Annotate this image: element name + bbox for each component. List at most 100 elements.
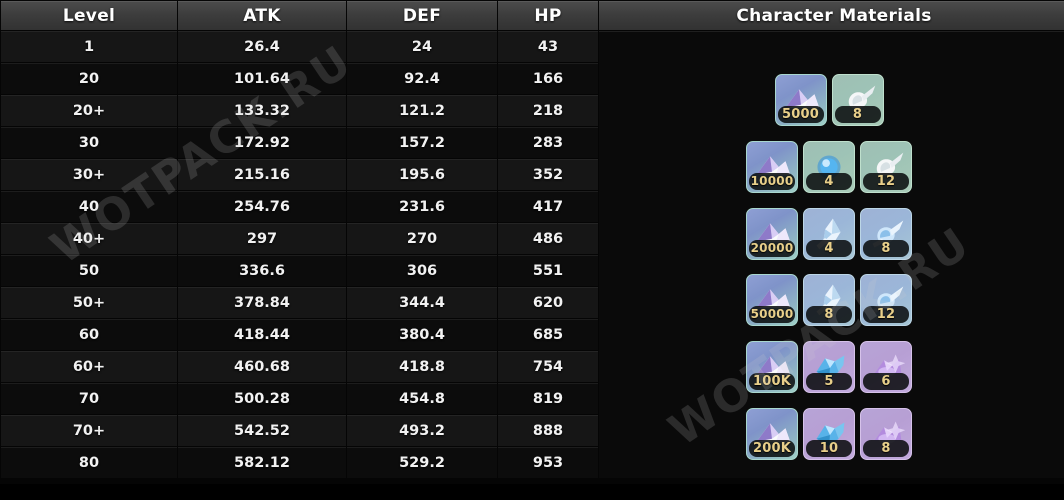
material-item[interactable]: 12: [860, 141, 912, 193]
material-group: 5000 8: [594, 74, 1064, 126]
table-row: 50 336.6 306 551: [1, 255, 1064, 286]
local-specialty-icon: [876, 152, 904, 176]
table-row: 30 172.92 157.2 283: [1, 127, 1064, 158]
cell-atk: 500.28: [178, 383, 346, 414]
material-item[interactable]: 4: [803, 208, 855, 260]
material-item[interactable]: 8: [860, 408, 912, 460]
material-item[interactable]: 200K: [746, 408, 798, 460]
material-item[interactable]: 8: [860, 208, 912, 260]
material-count: 4: [806, 173, 852, 190]
cell-hp: 283: [498, 127, 598, 158]
cell-hp: 417: [498, 191, 598, 222]
elemental-sliver-icon: [817, 155, 841, 179]
material-count: 5000: [777, 106, 824, 123]
cell-def: 195.6: [347, 159, 497, 190]
table-row: 20+ 133.32 121.2 218: [1, 95, 1064, 126]
mora-icon: [756, 289, 791, 308]
cell-def: 270: [347, 223, 497, 254]
mora-icon: [756, 423, 791, 442]
cell-atk: 297: [178, 223, 346, 254]
material-item[interactable]: 50000: [746, 274, 798, 326]
cell-hp: 685: [498, 319, 598, 350]
cell-hp: 754: [498, 351, 598, 382]
mora-icon: [756, 223, 791, 242]
table-row: 80 582.12 529.2 953: [1, 447, 1064, 478]
cell-level: 60: [1, 319, 177, 350]
cell-hp: 43: [498, 31, 598, 62]
material-item[interactable]: 4: [803, 141, 855, 193]
material-count: 12: [863, 173, 909, 190]
cell-def: 418.8: [347, 351, 497, 382]
column-header-hp[interactable]: HP: [498, 1, 598, 30]
column-header-level[interactable]: Level: [1, 1, 177, 30]
material-item[interactable]: 100K: [746, 341, 798, 393]
character-materials-layer: 5000 8 10000 4 12 20000 4 8 50000 8 12 100K 5 6 200K 10…: [594, 29, 1064, 500]
mora-icon: [785, 89, 819, 108]
material-group: 20000 4 8: [594, 208, 1064, 260]
cell-hp: 551: [498, 255, 598, 286]
material-count: 8: [863, 240, 909, 257]
material-count: 4: [806, 240, 852, 257]
cell-level: 20: [1, 63, 177, 94]
column-header-materials[interactable]: Character Materials: [599, 1, 1064, 30]
material-group: 100K 5 6: [594, 341, 1064, 393]
cell-def: 344.4: [347, 287, 497, 318]
material-count: 10000: [749, 173, 795, 190]
local-specialty-icon: [848, 85, 875, 109]
cell-def: 306: [347, 255, 497, 286]
cell-hp: 218: [498, 95, 598, 126]
cell-def: 92.4: [347, 63, 497, 94]
column-header-atk[interactable]: ATK: [178, 1, 346, 30]
cell-def: 24: [347, 31, 497, 62]
cell-atk: 582.12: [178, 447, 346, 478]
cell-atk: 254.76: [178, 191, 346, 222]
cell-def: 454.8: [347, 383, 497, 414]
cell-level: 50+: [1, 287, 177, 318]
cell-atk: 460.68: [178, 351, 346, 382]
mora-icon: [756, 156, 791, 175]
material-count: 8: [834, 106, 881, 123]
material-item[interactable]: 10: [803, 408, 855, 460]
cell-def: 231.6: [347, 191, 497, 222]
cell-atk: 378.84: [178, 287, 346, 318]
cell-atk: 542.52: [178, 415, 346, 446]
material-item[interactable]: 5: [803, 341, 855, 393]
table-row: 40 254.76 231.6 417: [1, 191, 1064, 222]
material-item[interactable]: 8: [831, 74, 884, 126]
material-item[interactable]: 6: [860, 341, 912, 393]
cell-atk: 336.6: [178, 255, 346, 286]
material-count: 10: [806, 440, 852, 457]
cell-level: 40: [1, 191, 177, 222]
table-row: 50+ 378.84 344.4 620: [1, 287, 1064, 318]
cell-hp: 166: [498, 63, 598, 94]
material-item[interactable]: 20000: [746, 208, 798, 260]
material-count: 5: [806, 373, 852, 390]
cell-hp: 888: [498, 415, 598, 446]
material-item[interactable]: 5000: [774, 74, 827, 126]
material-group: 50000 8 12: [594, 274, 1064, 326]
cell-level: 70+: [1, 415, 177, 446]
material-item[interactable]: 8: [803, 274, 855, 326]
cell-level: 40+: [1, 223, 177, 254]
material-count: 8: [806, 306, 852, 323]
cell-def: 529.2: [347, 447, 497, 478]
material-item[interactable]: 10000: [746, 141, 798, 193]
mora-icon: [756, 356, 791, 375]
cell-atk: 101.64: [178, 63, 346, 94]
material-count: 50000: [749, 306, 795, 323]
material-item[interactable]: 12: [860, 274, 912, 326]
material-count: 12: [863, 306, 909, 323]
cell-def: 380.4: [347, 319, 497, 350]
cell-atk: 26.4: [178, 31, 346, 62]
table-row: 70+ 542.52 493.2 888: [1, 415, 1064, 446]
table-row: 60 418.44 380.4 685: [1, 319, 1064, 350]
material-count: 20000: [749, 240, 795, 257]
column-header-def[interactable]: DEF: [347, 1, 497, 30]
material-count: 6: [863, 373, 909, 390]
table-row: 60+ 460.68 418.8 754: [1, 351, 1064, 382]
table-row: 40+ 297 270 486: [1, 223, 1064, 254]
cell-level: 20+: [1, 95, 177, 126]
material-count: 100K: [749, 373, 795, 390]
table-header: Level ATK DEF HP Character Materials: [1, 1, 1064, 30]
